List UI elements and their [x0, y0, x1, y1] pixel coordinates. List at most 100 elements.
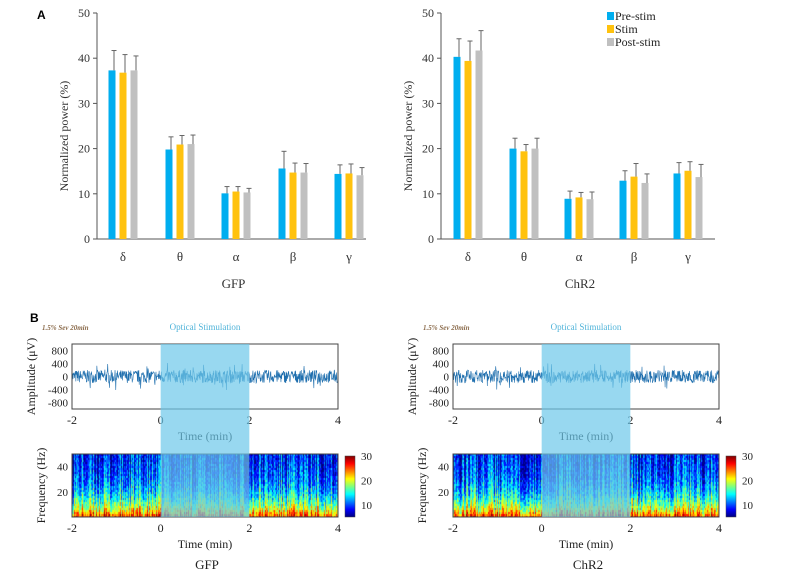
stim-label: Optical Stimulation	[551, 322, 622, 332]
bar-post-stim	[475, 50, 483, 240]
bar-chart-chr2: 0 10 20 30 40 50 Normalized power (%) δ θ α β γ ChR2…	[401, 6, 715, 291]
freq-tick-label: 20	[57, 487, 69, 499]
y-tick-label: 20	[422, 142, 434, 156]
spec-time-axis-label: Time (min)	[178, 537, 233, 551]
y-tick-label: 30	[78, 96, 90, 110]
amp-tick-label: -400	[429, 385, 450, 397]
amp-tick-label: 400	[433, 359, 450, 371]
bar-post-stim	[187, 144, 195, 239]
spec-time-tick-label: 2	[627, 521, 633, 535]
time-tick-label: 4	[716, 413, 722, 427]
freq-tick-label: 20	[438, 487, 450, 499]
legend-swatch	[607, 25, 614, 33]
bar-stim	[684, 170, 692, 239]
bar-stim	[345, 173, 353, 239]
colorbar-tick-label: 10	[361, 500, 373, 512]
bar-post-stim	[531, 148, 539, 239]
bar-pre-stim	[453, 56, 461, 240]
x-tick-label: β	[290, 249, 297, 264]
colorbar-tick-label: 30	[742, 451, 754, 463]
bar-post-stim	[356, 175, 364, 239]
amp-tick-label: -800	[48, 398, 69, 410]
bar-pre-stim	[509, 148, 517, 239]
stim-window-shade	[160, 344, 250, 517]
y-tick-label: 10	[422, 187, 434, 201]
freq-tick-label: 40	[57, 462, 69, 474]
y-tick-label: 50	[78, 6, 90, 20]
x-tick-label: θ	[177, 249, 183, 264]
amp-tick-label: 800	[52, 346, 69, 358]
bar-pre-stim	[673, 173, 681, 239]
spec-time-tick-label: 4	[335, 521, 341, 535]
y-tick-label: 40	[422, 51, 434, 65]
x-tick-label: θ	[521, 249, 527, 264]
legend-label: Post-stim	[615, 35, 661, 49]
legend-swatch	[607, 12, 614, 20]
bar-post-stim	[641, 182, 649, 239]
bar-post-stim	[586, 199, 594, 239]
y-tick-label: 0	[428, 232, 434, 246]
condition-label: 1.5% Sev 20min	[423, 324, 470, 332]
freq-tick-label: 40	[438, 462, 450, 474]
colorbar	[344, 455, 356, 518]
x-axis-label: GFP	[222, 276, 246, 291]
x-tick-label: γ	[684, 249, 691, 264]
group-label: GFP	[195, 557, 219, 572]
y-tick-label: 0	[84, 232, 90, 246]
spec-time-tick-label: 0	[158, 521, 164, 535]
legend-label: Stim	[615, 22, 638, 36]
amp-tick-label: 0	[63, 372, 69, 384]
amp-tick-label: 400	[52, 359, 69, 371]
amp-tick-label: 0	[444, 372, 450, 384]
y-axis-label: Normalized power (%)	[401, 81, 415, 192]
freq-axis-label: Frequency (Hz)	[34, 448, 48, 524]
eeg-figure: 1.5% Sev 20min Optical Stimulation8004000…	[24, 322, 373, 572]
amp-tick-label: -400	[48, 385, 69, 397]
x-tick-label: δ	[465, 249, 471, 264]
spec-time-tick-label: 2	[246, 521, 252, 535]
group-label: ChR2	[573, 557, 603, 572]
bar-post-stim	[130, 70, 138, 240]
time-tick-label: -2	[67, 413, 77, 427]
eeg-panel-gfp: 1.5% Sev 20min Optical Stimulation 800 400 0…	[0, 300, 399, 581]
colorbar-tick-label: 20	[361, 475, 373, 487]
time-tick-label: -2	[448, 413, 458, 427]
x-axis-label: ChR2	[565, 276, 595, 291]
bar-pre-stim	[108, 70, 116, 240]
bar-pre-stim	[221, 193, 229, 239]
y-tick-label: 20	[78, 142, 90, 156]
bar-stim	[119, 72, 127, 239]
bar-chart-gfp: 0 10 20 30 40 50 Normalized power (%) δ θ α β γ GFP	[57, 6, 366, 291]
freq-axis-label: Frequency (Hz)	[415, 448, 429, 524]
y-tick-label: 40	[78, 51, 90, 65]
bar-stim	[176, 144, 184, 239]
bar-stim	[289, 172, 297, 239]
stim-window-shade	[541, 344, 631, 517]
colorbar-tick-label: 10	[742, 500, 754, 512]
amp-axis-label: Amplitude (μV)	[24, 338, 38, 415]
amp-tick-label: -800	[429, 398, 450, 410]
x-tick-label: α	[233, 249, 240, 264]
bar-pre-stim	[278, 168, 286, 239]
condition-label: 1.5% Sev 20min	[42, 324, 89, 332]
bar-post-stim	[243, 192, 251, 239]
legend-swatch	[607, 38, 614, 46]
y-tick-label: 30	[422, 96, 434, 110]
eeg-panel-chr2: 1.5% Sev 20min Optical Stimulation 800 400 0…	[381, 300, 780, 581]
y-axis-label: Normalized power (%)	[57, 81, 71, 192]
amp-tick-label: 800	[433, 346, 450, 358]
spec-time-tick-label: -2	[448, 521, 458, 535]
y-tick-label: 10	[78, 187, 90, 201]
bar-pre-stim	[564, 198, 572, 239]
legend-label: Pre-stim	[615, 9, 656, 23]
y-tick-label: 50	[422, 6, 434, 20]
spec-time-tick-label: -2	[67, 521, 77, 535]
bar-pre-stim	[619, 180, 627, 239]
colorbar-tick-label: 30	[361, 451, 373, 463]
stim-label: Optical Stimulation	[170, 322, 241, 332]
colorbar	[725, 455, 737, 518]
x-tick-label: δ	[120, 249, 126, 264]
amp-axis-label: Amplitude (μV)	[405, 338, 419, 415]
bar-pre-stim	[165, 149, 173, 239]
